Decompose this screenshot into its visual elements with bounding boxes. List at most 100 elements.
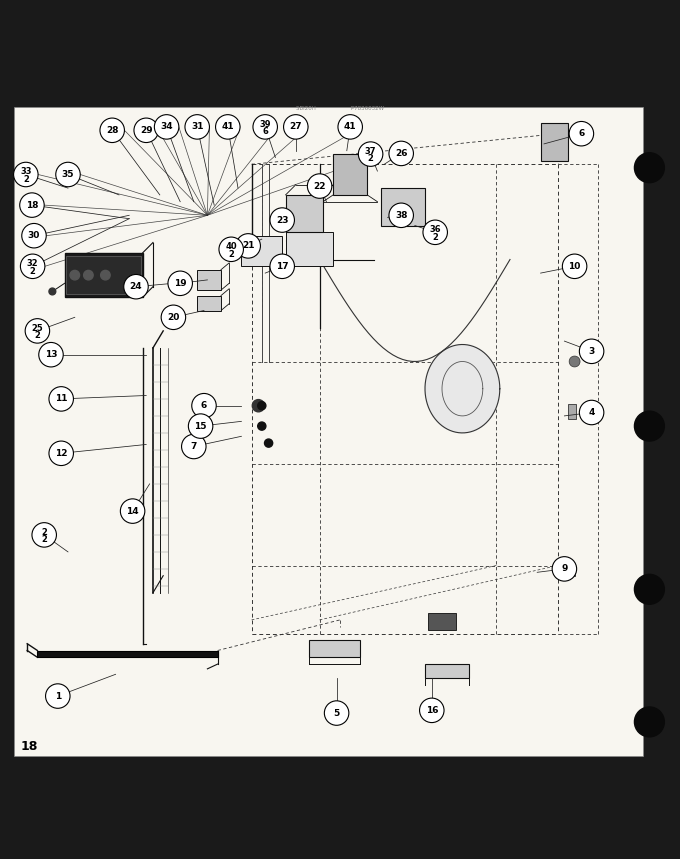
Bar: [65, 253, 143, 297]
Bar: [286, 232, 333, 266]
Text: 13: 13: [45, 350, 57, 359]
Circle shape: [270, 254, 294, 278]
Bar: [241, 235, 282, 266]
Text: 21: 21: [242, 241, 254, 251]
Text: 39: 39: [260, 119, 271, 129]
Text: 2: 2: [368, 155, 373, 163]
Text: 37: 37: [365, 147, 376, 155]
Text: 36: 36: [429, 225, 441, 235]
Text: SBI20H                    P7836032W: SBI20H P7836032W: [296, 107, 384, 112]
Text: 11: 11: [55, 394, 67, 404]
Text: 24: 24: [130, 283, 142, 291]
Circle shape: [634, 575, 664, 604]
Text: 41: 41: [344, 122, 356, 131]
Circle shape: [569, 121, 594, 146]
Circle shape: [192, 393, 216, 418]
Circle shape: [324, 701, 349, 725]
Text: 6: 6: [201, 401, 207, 411]
Text: 28: 28: [106, 125, 118, 135]
Circle shape: [569, 356, 580, 367]
Text: 18: 18: [26, 201, 38, 210]
Bar: [568, 405, 576, 419]
Circle shape: [236, 234, 260, 259]
Circle shape: [265, 439, 273, 448]
Text: 6: 6: [262, 127, 268, 137]
Circle shape: [20, 254, 45, 278]
Text: 9: 9: [561, 564, 568, 574]
Circle shape: [389, 141, 413, 166]
Bar: [381, 188, 425, 226]
Text: 32: 32: [27, 259, 39, 268]
Circle shape: [216, 114, 240, 139]
Text: 29: 29: [140, 125, 152, 135]
Bar: [66, 256, 141, 294]
Circle shape: [258, 422, 266, 430]
Text: 23: 23: [276, 216, 288, 224]
Circle shape: [120, 499, 145, 523]
Circle shape: [49, 288, 56, 295]
Text: 16: 16: [426, 706, 438, 715]
Text: 6: 6: [578, 129, 585, 138]
Circle shape: [101, 271, 110, 280]
Text: 31: 31: [191, 122, 203, 131]
Circle shape: [634, 153, 664, 183]
Circle shape: [25, 319, 50, 343]
Circle shape: [185, 114, 209, 139]
Circle shape: [270, 208, 294, 232]
Circle shape: [14, 162, 38, 186]
Circle shape: [39, 343, 63, 367]
Circle shape: [134, 118, 158, 143]
Text: 12: 12: [55, 448, 67, 458]
Circle shape: [562, 254, 587, 278]
Text: 15: 15: [194, 422, 207, 430]
Bar: [561, 565, 575, 576]
Bar: [428, 613, 456, 631]
Circle shape: [338, 114, 362, 139]
Text: 38: 38: [395, 210, 407, 220]
Bar: [333, 154, 367, 195]
Bar: [197, 270, 221, 290]
Circle shape: [46, 684, 70, 709]
Text: 27: 27: [290, 122, 302, 131]
Text: 34: 34: [160, 122, 173, 131]
Text: 33: 33: [20, 168, 31, 176]
Circle shape: [161, 305, 186, 330]
Circle shape: [284, 114, 308, 139]
Circle shape: [634, 707, 664, 737]
Circle shape: [20, 193, 44, 217]
Text: 19: 19: [174, 279, 186, 288]
Text: 2: 2: [432, 233, 438, 241]
Bar: [541, 124, 568, 161]
Text: 2: 2: [41, 535, 47, 544]
Text: 25: 25: [31, 324, 44, 332]
Circle shape: [252, 399, 265, 411]
Text: 2: 2: [30, 266, 35, 276]
Circle shape: [22, 223, 46, 248]
Text: 17: 17: [276, 262, 288, 271]
Text: 20: 20: [167, 313, 180, 322]
Circle shape: [124, 275, 148, 299]
Text: 40: 40: [225, 242, 237, 251]
Circle shape: [258, 402, 266, 410]
Circle shape: [219, 237, 243, 261]
Circle shape: [188, 414, 213, 438]
Text: 10: 10: [568, 262, 581, 271]
Text: 2: 2: [35, 332, 40, 340]
Text: 3: 3: [588, 347, 595, 356]
Text: 41: 41: [222, 122, 234, 131]
Circle shape: [389, 203, 413, 228]
Circle shape: [552, 557, 577, 582]
Circle shape: [100, 118, 124, 143]
Bar: [309, 640, 360, 657]
Circle shape: [168, 271, 192, 295]
Text: 22: 22: [313, 181, 326, 191]
Text: 2: 2: [228, 250, 234, 259]
Circle shape: [634, 411, 664, 441]
Circle shape: [154, 114, 179, 139]
Circle shape: [420, 698, 444, 722]
Circle shape: [70, 271, 80, 280]
Circle shape: [49, 441, 73, 466]
Circle shape: [579, 400, 604, 424]
Bar: [425, 664, 469, 678]
Circle shape: [358, 142, 383, 167]
